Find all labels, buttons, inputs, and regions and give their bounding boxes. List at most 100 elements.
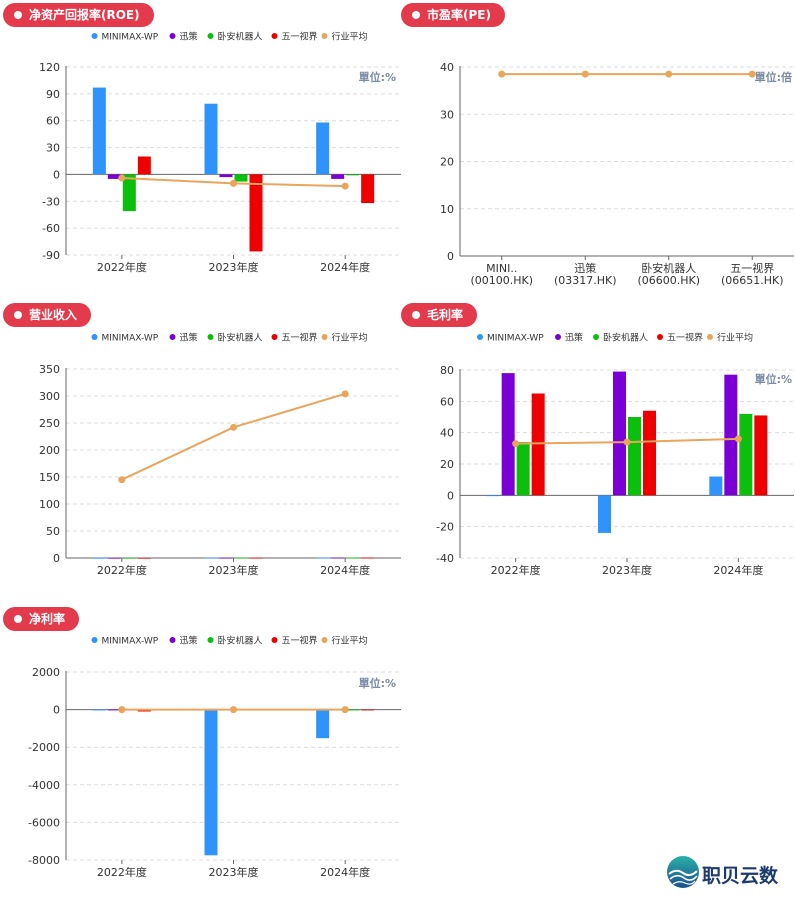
y-tick-label: 50 <box>46 525 60 538</box>
net-chart: MINIMAX-WP 迅策 卧安机器人 五一视界 行业平均 2000 0 -2000 -4000… <box>28 635 401 879</box>
x-tick-label: 2024年度 <box>320 563 370 577</box>
y-tick-label: 30 <box>46 142 60 155</box>
avg-point <box>623 438 631 446</box>
pe-title: 市盈率(PE) <box>427 8 491 22</box>
x-tick-label: 2024年度 <box>320 260 370 274</box>
y-tick-label: -30 <box>42 195 60 208</box>
legend-marker-2 <box>593 334 599 340</box>
bar-roe <box>219 174 233 178</box>
revenue-title-tag: 营业收入 <box>3 303 92 327</box>
gross-title: 毛利率 <box>427 308 464 322</box>
x-tick-label: (06651.HK) <box>721 274 784 287</box>
y-tick-label: 90 <box>46 88 60 101</box>
bar-net <box>361 709 375 711</box>
legend-label-4: 行业平均 <box>332 31 368 43</box>
bar-revenue <box>107 557 121 559</box>
legend-label-0: MINIMAX-WP <box>102 334 159 344</box>
avg-line-revenue <box>121 392 346 481</box>
bar-revenue <box>249 557 263 559</box>
legend-marker-1 <box>555 334 561 340</box>
title-dot-icon <box>412 311 420 319</box>
y-tick-label: 30 <box>440 108 454 121</box>
legend: MINIMAX-WP 迅策 卧安机器人 五一视界 行业平均 <box>91 332 368 344</box>
avg-point <box>498 70 506 78</box>
y-tick-label: -20 <box>436 521 454 534</box>
bar-roe <box>122 174 136 212</box>
legend-label-1: 迅策 <box>565 332 583 344</box>
y-tick-label: 0 <box>447 250 454 263</box>
y-tick-label: 2000 <box>32 666 60 679</box>
avg-point <box>118 174 126 182</box>
brand-logo: 职贝云数 <box>666 854 792 894</box>
avg-point <box>118 706 126 714</box>
legend-label-2: 卧安机器人 <box>603 332 648 344</box>
x-tick-label: 2022年度 <box>97 260 147 274</box>
bar-net <box>107 709 121 711</box>
brand-name: 职贝云数 <box>702 865 779 887</box>
bar-roe <box>331 174 345 179</box>
avg-point <box>512 440 520 448</box>
x-tick-label: 2022年度 <box>97 865 147 879</box>
avg-point <box>734 435 742 443</box>
unit-label: 單位:% <box>359 70 396 84</box>
x-tick-label: MINI.. <box>486 262 517 275</box>
avg-point <box>341 390 349 398</box>
avg-point <box>118 476 126 484</box>
y-tick-label: 200 <box>39 444 60 457</box>
legend-label-3: 五一视界 <box>282 332 318 344</box>
gross-title-tag: 毛利率 <box>401 303 478 327</box>
x-tick-label: 2023年度 <box>209 865 259 879</box>
y-tick-label: 0 <box>53 704 60 717</box>
unit-label: 單位:倍 <box>755 70 792 84</box>
bar-net <box>346 709 360 711</box>
legend-marker-3 <box>657 334 663 340</box>
bar-revenue <box>316 557 330 559</box>
bar-revenue <box>346 557 360 559</box>
x-tick-label: (06600.HK) <box>637 274 700 287</box>
legend-label-4: 行业平均 <box>717 332 753 344</box>
net-panel: 净利率 MINIMAX-WP 迅策 卧安机器人 五一视界 行业平均 2000 0 -2000 -… <box>0 606 401 896</box>
y-tick-label: 150 <box>39 471 60 484</box>
legend-label-1: 迅策 <box>180 635 198 647</box>
bar-net <box>92 709 106 711</box>
y-tick-label: -6000 <box>28 816 60 829</box>
revenue-panel: 营业收入 MINIMAX-WP 迅策 卧安机器人 五一视界 行业平均 350 300 250 2… <box>0 302 401 592</box>
unit-label: 單位:% <box>359 676 396 690</box>
x-tick-label: 卧安机器人 <box>641 261 696 275</box>
avg-point <box>341 182 349 190</box>
bar-gross <box>739 413 753 496</box>
roe-chart: MINIMAX-WP 迅策 卧安机器人 五一视界 行业平均 120 90 60 30 0 -30 -6… <box>39 31 401 274</box>
legend: MINIMAX-WP 迅策 卧安机器人 五一视界 行业平均 <box>91 31 368 43</box>
legend-label-1: 迅策 <box>180 332 198 344</box>
bar-gross <box>516 442 530 496</box>
y-tick-label: 20 <box>440 156 454 169</box>
net-title-tag: 净利率 <box>3 607 80 631</box>
avg-point <box>230 706 237 714</box>
y-tick-label: 60 <box>46 115 60 128</box>
y-tick-label: 40 <box>440 61 454 74</box>
wave-globe-icon <box>667 856 699 888</box>
roe-title: 净资产回报率(ROE) <box>29 8 140 22</box>
legend-marker-0 <box>477 334 483 340</box>
x-tick-label: 迅策 <box>574 261 596 275</box>
legend-marker-3 <box>271 637 278 643</box>
legend-marker-0 <box>91 637 98 643</box>
bar-gross <box>643 410 656 496</box>
legend-marker-4 <box>321 334 328 340</box>
net-title: 净利率 <box>29 612 66 626</box>
bar-net <box>204 709 218 856</box>
x-tick-label: (03317.HK) <box>554 274 617 287</box>
y-tick-label: -8000 <box>28 854 60 867</box>
avg-point <box>665 70 673 78</box>
x-tick-label: 2023年度 <box>602 563 652 577</box>
x-tick-label: 五一视界 <box>730 261 774 275</box>
bar-gross <box>724 374 738 496</box>
x-tick-label: 2022年度 <box>97 563 147 577</box>
legend-label-2: 卧安机器人 <box>218 332 263 344</box>
x-tick-label: 2024年度 <box>320 865 370 879</box>
bar-gross <box>754 415 768 496</box>
avg-point <box>230 423 237 431</box>
legend-marker-1 <box>169 334 176 340</box>
legend-marker-1 <box>169 637 176 643</box>
gross-panel: 毛利率 MINIMAX-WP 迅策 卧安机器人 五一视界 行业平均 80 60 40 20 0 -2… <box>400 302 795 592</box>
